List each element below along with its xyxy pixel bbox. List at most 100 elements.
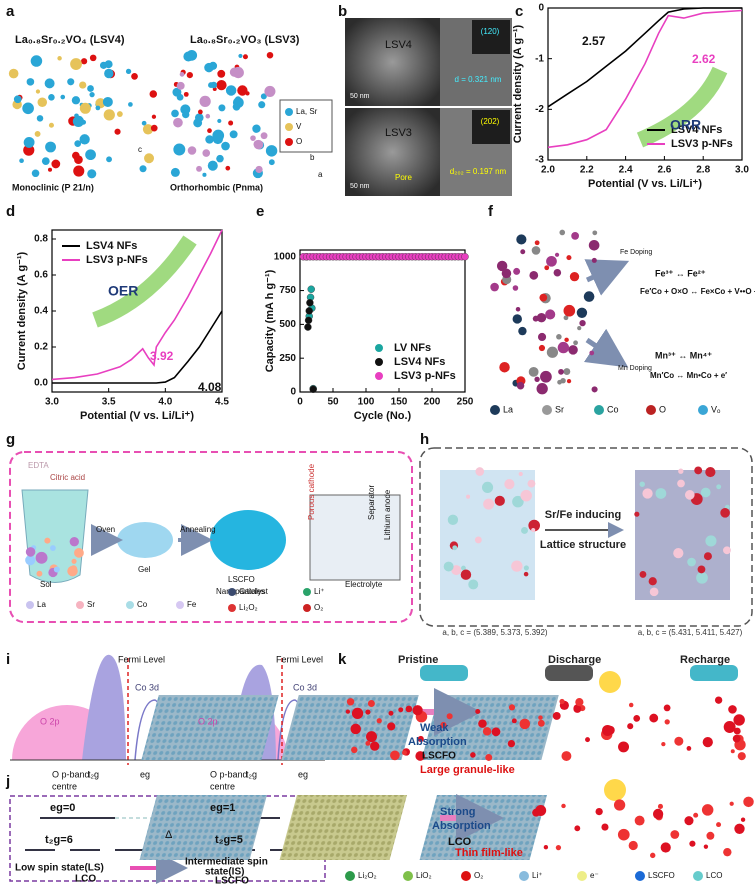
- atom: [499, 361, 510, 373]
- atom: [563, 368, 571, 375]
- i-label: O 2p: [40, 716, 60, 726]
- atom: [232, 66, 244, 79]
- k-label: Pristine: [398, 654, 438, 666]
- atom: [466, 494, 471, 499]
- label: Fe: [187, 600, 197, 609]
- atom: [32, 57, 38, 62]
- x-axis-label: Cycle (No.): [354, 410, 412, 422]
- atom: [25, 555, 36, 566]
- atom: [87, 85, 94, 92]
- atom: [173, 117, 183, 128]
- label: La₀.₈Sr₀.₂VO₄ (LSV4): [15, 34, 125, 46]
- atom: [528, 519, 541, 532]
- label: Co: [607, 404, 619, 414]
- atom: [80, 58, 88, 65]
- atom: [512, 314, 522, 324]
- panel-label: j: [5, 773, 10, 790]
- annotation: 4.08: [198, 380, 222, 394]
- atom: [663, 704, 671, 712]
- k-label: Recharge: [680, 654, 730, 666]
- atom: [232, 97, 244, 108]
- atom: [601, 823, 609, 831]
- legend-marker: [519, 871, 529, 881]
- atom: [260, 132, 268, 140]
- atom: [367, 699, 375, 707]
- atom: [218, 104, 226, 112]
- atom: [523, 565, 529, 571]
- atom: [67, 78, 75, 86]
- atom: [557, 341, 570, 354]
- label: Sr: [87, 600, 95, 609]
- atom: [71, 558, 77, 564]
- atom: [482, 727, 492, 736]
- x-tick-label: 50: [327, 397, 339, 408]
- atom: [196, 165, 203, 172]
- atom: [627, 723, 634, 730]
- atom: [89, 92, 95, 98]
- h-frame: [419, 447, 753, 627]
- atom: [579, 319, 586, 327]
- atom: [559, 698, 565, 705]
- atom: [74, 155, 83, 165]
- atom: [22, 102, 34, 115]
- atom: [79, 81, 87, 89]
- atom: [518, 326, 527, 336]
- x-tick-label: 3.5: [102, 397, 116, 408]
- atom: [537, 332, 547, 342]
- atom: [701, 804, 714, 816]
- legend-marker: [375, 358, 383, 366]
- atom: [72, 115, 85, 128]
- atom: [694, 466, 703, 475]
- atom: [539, 293, 548, 302]
- atom: [346, 698, 355, 706]
- label: Mn′Co ↔ Mn•Co + e′: [650, 371, 727, 380]
- atom: [229, 130, 238, 139]
- emoji: [604, 779, 626, 801]
- label: (202): [481, 117, 500, 126]
- atom: [532, 315, 539, 322]
- j-label: LSCFO: [215, 876, 249, 886]
- i-label: Fermi Level: [118, 654, 165, 664]
- label: 50 nm: [350, 93, 370, 100]
- atom: [537, 719, 545, 727]
- x-tick-label: 4.5: [215, 397, 229, 408]
- atom: [365, 709, 371, 715]
- y-tick-label: 0: [290, 387, 296, 398]
- atom: [705, 535, 717, 547]
- label: LiO₂: [416, 871, 432, 880]
- atom: [684, 816, 694, 826]
- atom: [737, 752, 746, 761]
- atom: [536, 383, 548, 395]
- atom: [370, 741, 380, 751]
- atom: [376, 718, 382, 724]
- legend-label: LSV3 p-NFs: [86, 254, 148, 266]
- atom: [634, 815, 645, 826]
- label: Pore: [395, 173, 412, 182]
- atom: [34, 130, 41, 137]
- atom: [447, 514, 459, 526]
- atom: [179, 71, 185, 77]
- legend-marker: [693, 871, 703, 881]
- atom: [451, 565, 462, 576]
- atom: [732, 734, 741, 743]
- panel-label: c: [515, 3, 523, 20]
- atom: [588, 239, 600, 251]
- atom: [216, 154, 224, 163]
- atom: [13, 95, 22, 104]
- atom: [674, 736, 684, 746]
- atom: [527, 479, 536, 488]
- atom: [205, 113, 211, 119]
- label: e⁻: [590, 871, 599, 880]
- atom: [202, 172, 207, 177]
- label: La: [503, 404, 513, 414]
- atom: [512, 285, 519, 291]
- atom: [31, 169, 40, 178]
- atom: [475, 709, 481, 714]
- atom: [552, 712, 561, 720]
- line-series: [547, 7, 742, 108]
- label: Li₂O₂: [239, 603, 258, 612]
- panel-label: i: [6, 651, 10, 668]
- atom: [546, 346, 559, 358]
- atom: [205, 135, 214, 144]
